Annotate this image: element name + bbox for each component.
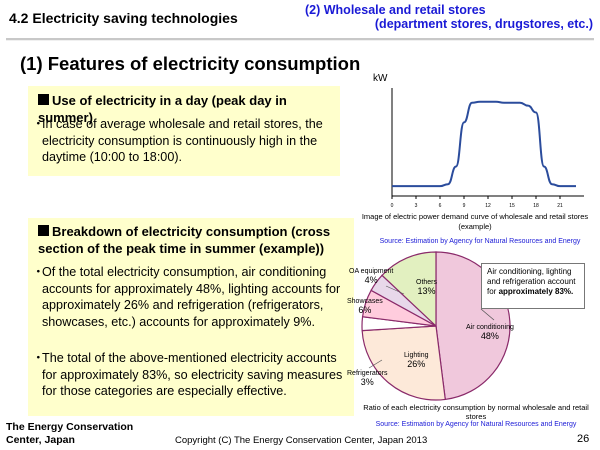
pie-label-showcases: Showcases 6% (347, 297, 383, 315)
pie-label-text: Others (416, 279, 438, 286)
pie-label-value: 3% (360, 377, 374, 387)
pie-label-text: Refrigerators (347, 370, 388, 377)
footer-organization: The Energy Conservation Center, Japan (6, 421, 133, 447)
square-bullet-icon (38, 225, 49, 236)
footer-org-line-1: The Energy Conservation (6, 421, 134, 433)
pie-label-refrigerators: Refrigerators 3% (347, 369, 387, 387)
pie-label-value: 26% (407, 359, 426, 369)
breakdown-text-1: Of the total electricity consumption, ai… (42, 265, 341, 329)
x-tick-label: 12 (485, 203, 491, 209)
oa-leader-line (385, 285, 405, 295)
bullet-dot: ・ (32, 265, 45, 279)
demand-curve-line (392, 100, 576, 188)
pie-labels-layer: Air conditioning 48% Lighting 26% Refriger… (344, 250, 600, 402)
pie-label-lighting: Lighting 26% (404, 351, 429, 369)
subtitle-line-1: (2) Wholesale and retail stores (305, 3, 486, 17)
pie-label-value: 13% (417, 286, 436, 296)
pie-label-text: Air conditioning (466, 324, 514, 331)
x-tick-label: 6 (439, 203, 442, 209)
bullet-dot: ・ (32, 117, 45, 131)
line-chart-ylabel: kW (373, 73, 388, 84)
pie-label-oa-equipment: OA equipment 4% (349, 267, 393, 285)
daily-usage-bullet: ・ In case of average wholesale and retail… (32, 116, 332, 166)
power-demand-line-chart: 0 3 6 9 12 15 18 21 (391, 88, 584, 209)
bullet-dot: ・ (32, 351, 45, 365)
pie-label-text: OA equipment (349, 268, 394, 275)
subtitle-line-2: (department stores, drugstores, etc.) (374, 17, 593, 31)
breakdown-panel: Breakdown of electricity consumption (cr… (28, 218, 354, 416)
breakdown-text-2: The total of the above-mentioned electri… (42, 351, 343, 398)
pie-label-air-conditioning: Air conditioning 48% (466, 323, 514, 341)
x-tick-label: 18 (533, 203, 539, 209)
daily-usage-heading: Use of electricity in a day (peak day in… (38, 92, 340, 126)
callout-pointer (480, 308, 495, 321)
pie-label-value: 4% (364, 275, 378, 285)
pie-label-value: 48% (480, 331, 499, 341)
line-chart-source: Source: Estimation by Agency for Natural… (379, 238, 581, 245)
breakdown-heading-text: Breakdown of electricity consumption (cr… (38, 224, 331, 256)
footer-org-line-2: Center, Japan (6, 434, 75, 446)
x-tick-label: 3 (415, 203, 418, 209)
pie-label-others: Others 13% (416, 278, 437, 296)
x-tick-label: 0 (391, 203, 394, 209)
square-bullet-icon (38, 94, 49, 105)
x-tick-label: 15 (509, 203, 515, 209)
breakdown-bullet-2: ・ The total of the above-mentioned electr… (32, 350, 348, 400)
slide-subtitle: (2) Wholesale and retail stores (departm… (305, 3, 593, 31)
pie-callout-text: Air conditioning, lighting and refrigera… (487, 267, 576, 296)
breakdown-heading: Breakdown of electricity consumption (cr… (38, 223, 348, 257)
x-tick-label: 9 (463, 203, 466, 209)
pie-label-text: Lighting (404, 352, 429, 359)
footer-copyright: Copyright (C) The Energy Conservation Ce… (175, 435, 428, 446)
header-divider (6, 38, 594, 41)
pie-slice-others (381, 251, 437, 328)
breakdown-bullet-1: ・ Of the total electricity consumption, a… (32, 264, 348, 330)
x-tick-label: 21 (557, 203, 563, 209)
line-chart-caption: Image of electric power demand curve of … (361, 212, 589, 231)
daily-usage-text: In case of average wholesale and retail … (42, 117, 323, 164)
page-number: 26 (577, 433, 590, 445)
slide-title: 4.2 Electricity saving technologies (9, 10, 238, 26)
pie-chart-caption: Ratio of each electricity consumption by… (363, 403, 589, 421)
pie-chart-source: Source: Estimation by Agency for Natural… (375, 421, 577, 428)
pie-slice-lighting (361, 325, 446, 401)
pie-callout-bold: approximately 83%. (498, 287, 574, 296)
section-title: (1) Features of electricity consumption (20, 53, 361, 74)
pie-callout: Air conditioning, lighting and refrigera… (481, 263, 585, 309)
pie-label-value: 6% (358, 305, 372, 315)
pie-label-text: Showcases (347, 298, 383, 305)
consumption-pie-chart (361, 251, 511, 401)
daily-usage-panel: Use of electricity in a day (peak day in… (28, 86, 340, 176)
daily-usage-heading-text: Use of electricity in a day (peak day in… (38, 93, 287, 125)
refrigerators-leader-line (368, 359, 383, 369)
